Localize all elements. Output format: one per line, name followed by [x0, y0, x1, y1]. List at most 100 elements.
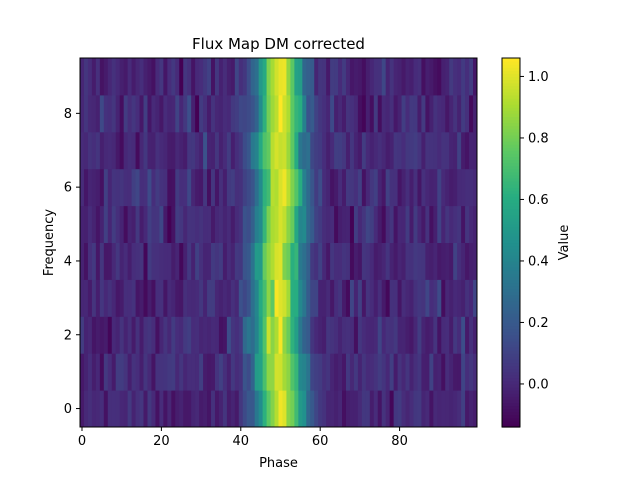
heatmap-cell — [135, 279, 141, 317]
heatmap-cell — [163, 353, 168, 391]
heatmap-cell — [385, 279, 391, 317]
heatmap-cell — [151, 316, 156, 354]
heatmap-cell — [349, 168, 355, 207]
heatmap-cell — [99, 58, 105, 96]
heatmap-cell — [389, 58, 395, 96]
heatmap-cell — [107, 353, 113, 391]
heatmap-cell — [87, 58, 93, 96]
heatmap-cell — [127, 94, 133, 133]
colorbar-band — [502, 208, 520, 213]
heatmap-cell — [282, 205, 287, 243]
heatmap-cell — [290, 94, 295, 133]
colorbar-band — [502, 82, 520, 87]
heatmap-cell — [393, 205, 399, 243]
heatmap-cell — [330, 390, 335, 428]
colorbar-band — [502, 356, 520, 360]
heatmap-cell — [457, 205, 462, 243]
heatmap-cell — [179, 316, 184, 354]
heatmap-cell — [139, 94, 145, 133]
heatmap-cell — [338, 279, 343, 317]
heatmap-cell — [80, 316, 85, 354]
x-tick-label: 20 — [153, 434, 170, 449]
heatmap-cell — [453, 131, 458, 170]
heatmap-cell — [238, 353, 244, 391]
heatmap-cell — [401, 131, 407, 170]
colorbar-band — [502, 270, 520, 274]
heatmap-cell — [207, 168, 212, 207]
heatmap-cell — [254, 94, 260, 133]
heatmap-cell — [445, 279, 450, 317]
heatmap-cell — [278, 390, 283, 428]
heatmap-cell — [298, 205, 303, 243]
heatmap-cell — [226, 279, 232, 317]
heatmap-cell — [147, 316, 152, 354]
heatmap-cell — [151, 58, 156, 96]
heatmap-cell — [258, 353, 264, 391]
heatmap-cell — [302, 205, 307, 243]
colorbar-gradient — [502, 58, 520, 428]
colorbar-band — [502, 328, 520, 333]
heatmap-cell — [222, 316, 228, 354]
colorbar-ticks: 0.0 0.2 0.4 0.6 0.8 1.0 — [520, 70, 549, 392]
heatmap-cell — [230, 242, 236, 280]
heatmap-cell — [286, 58, 291, 96]
heatmap-cell — [377, 279, 383, 317]
heatmap-cell — [147, 131, 152, 170]
heatmap-cell — [385, 94, 391, 133]
heatmap-cell — [266, 242, 272, 280]
heatmap-cell — [214, 94, 220, 133]
colorbar-band — [502, 350, 520, 354]
heatmap-cell — [103, 131, 109, 170]
heatmap-cell — [473, 242, 478, 280]
heatmap-cell — [107, 279, 113, 317]
heatmap-cell — [258, 279, 264, 317]
colorbar-band — [502, 88, 520, 93]
heatmap-cell — [393, 168, 399, 207]
heatmap-cell — [131, 131, 137, 170]
heatmap-cell — [183, 316, 188, 354]
heatmap-cell — [187, 58, 192, 96]
heatmap-cell — [131, 58, 137, 96]
heatmap-cell — [203, 94, 208, 133]
heatmap-cell — [187, 242, 192, 280]
heatmap-cell — [99, 168, 105, 207]
heatmap-cell — [139, 353, 145, 391]
heatmap-cell — [469, 58, 474, 96]
heatmap-cell — [222, 242, 228, 280]
heatmap-cell — [111, 131, 117, 170]
heatmap-cell — [250, 131, 256, 170]
heatmap-cell — [159, 279, 164, 317]
heatmap-cell — [322, 168, 327, 207]
heatmap-cell — [461, 94, 466, 133]
heatmap-cell — [234, 168, 240, 207]
heatmap-cell — [211, 131, 216, 170]
heatmap-cell — [151, 168, 156, 207]
heatmap-cell — [457, 316, 462, 354]
heatmap-cell — [111, 316, 117, 354]
heatmap-cell — [405, 94, 411, 133]
heatmap-cell — [230, 94, 236, 133]
colorbar-band — [502, 104, 520, 108]
colorbar-band — [502, 334, 520, 339]
colorbar-band — [502, 107, 520, 111]
heatmap-cell — [203, 168, 208, 207]
heatmap-cell — [353, 205, 359, 243]
heatmap-cell — [103, 390, 109, 428]
heatmap-cell — [211, 316, 216, 354]
heatmap-cell — [191, 58, 196, 96]
heatmap-cell — [131, 279, 137, 317]
heatmap-cell — [342, 316, 347, 354]
heatmap-cell — [107, 205, 113, 243]
heatmap-cell — [91, 205, 97, 243]
heatmap-cell — [191, 390, 196, 428]
heatmap-cell — [401, 205, 407, 243]
heatmap-cell — [238, 279, 244, 317]
heatmap-cell — [433, 168, 438, 207]
heatmap-cell — [461, 168, 466, 207]
heatmap-cell — [123, 353, 129, 391]
heatmap-cell — [139, 131, 145, 170]
heatmap-cell — [195, 168, 200, 207]
heatmap-cell — [83, 131, 89, 170]
heatmap-cell — [322, 279, 327, 317]
heatmap-cell — [342, 131, 347, 170]
